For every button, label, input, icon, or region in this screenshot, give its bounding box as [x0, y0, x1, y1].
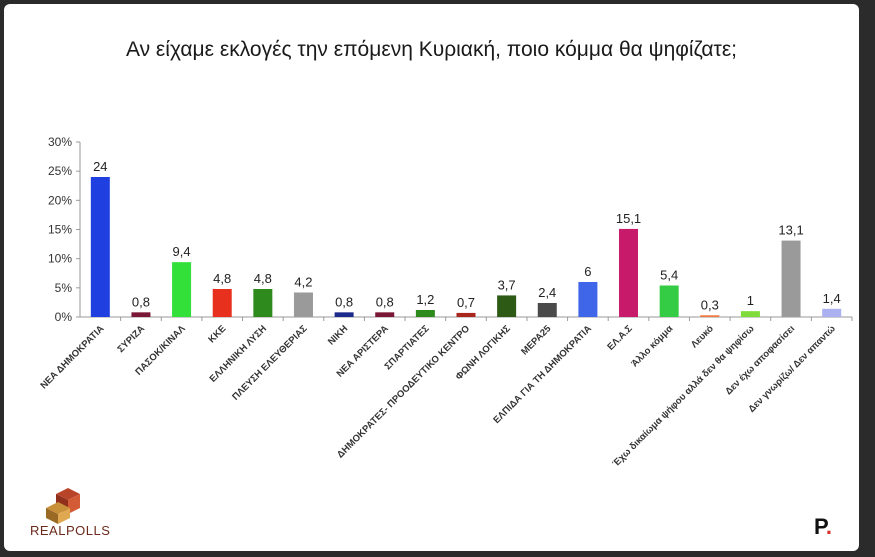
bar — [700, 315, 720, 317]
data-label: 3,7 — [498, 277, 516, 292]
category-label: ΕΛ.Α.Σ — [605, 323, 635, 353]
bar — [172, 262, 192, 317]
data-label: 0,8 — [376, 294, 394, 309]
bar — [415, 310, 435, 317]
realpolls-logo-text: REALPOLLS — [30, 523, 111, 538]
data-label: 5,4 — [660, 268, 678, 283]
data-label: 0,7 — [457, 295, 475, 310]
data-label: 9,4 — [173, 244, 191, 259]
category-label: ΣΥΡΙΖΑ — [115, 323, 147, 355]
chart-title: Αν είχαμε εκλογές την επόμενη Κυριακή, π… — [125, 38, 738, 61]
data-label: 0,3 — [701, 297, 719, 312]
bar — [497, 295, 517, 317]
y-tick-label: 20% — [48, 193, 72, 207]
data-label: 1,4 — [823, 291, 841, 306]
category-label: ΠΛΕΥΣΗ ΕΛΕΥΘΕΡΙΑΣ — [230, 323, 310, 403]
bar — [781, 240, 801, 317]
bar — [537, 303, 557, 317]
data-label: 15,1 — [616, 211, 641, 226]
category-label: ΝΕΑ ΔΗΜΟΚΡΑΤΙΑ — [38, 323, 106, 391]
realpolls-logo-icon — [46, 488, 80, 524]
category-label: Δεν έχω αποφασίσει — [723, 323, 797, 397]
bar — [740, 311, 760, 317]
data-label: 0,8 — [335, 294, 353, 309]
data-label: 4,8 — [213, 271, 231, 286]
bar — [578, 282, 598, 317]
data-label: 24 — [93, 159, 107, 174]
category-label: Άλλο κόμμα — [629, 323, 675, 369]
y-tick-label: 15% — [48, 223, 72, 237]
category-label: ΜΕΡΑ25 — [519, 323, 554, 358]
category-label: ΚΚΕ — [206, 323, 228, 345]
publisher-logo-dot: . — [825, 514, 832, 539]
category-label: Λευκό — [689, 323, 716, 350]
data-label: 4,2 — [294, 275, 312, 290]
y-tick-label: 5% — [55, 281, 73, 295]
category-label: Δεν γνωρίζω/ Δεν απαντώ — [746, 323, 838, 415]
data-label: 1,2 — [416, 292, 434, 307]
data-label: 4,8 — [254, 271, 272, 286]
bar — [131, 312, 151, 317]
bar — [90, 177, 110, 317]
data-label: 6 — [584, 264, 591, 279]
y-tick-label: 30% — [48, 135, 72, 149]
bar — [659, 285, 679, 317]
data-label: 0,8 — [132, 294, 150, 309]
bar — [293, 292, 313, 317]
bar — [334, 312, 354, 317]
chart-slide: Αν είχαμε εκλογές την επόμενη Κυριακή, π… — [4, 4, 859, 551]
bar — [456, 312, 476, 317]
category-label: Έχω δικαίωμα ψήφου αλλά δεν θα ψηφίσω — [611, 323, 757, 469]
bar — [822, 308, 842, 317]
y-tick-label: 25% — [48, 164, 72, 178]
publisher-logo: P. — [814, 514, 832, 540]
category-label: ΝΙΚΗ — [326, 323, 350, 347]
publisher-logo-letter: P — [814, 514, 826, 539]
y-tick-label: 0% — [55, 310, 73, 324]
data-label: 2,4 — [538, 285, 556, 300]
data-label: 13,1 — [778, 223, 803, 238]
bar — [253, 289, 273, 317]
y-tick-label: 10% — [48, 252, 72, 266]
bar — [375, 312, 395, 317]
bar — [619, 228, 639, 317]
data-label: 1 — [747, 293, 754, 308]
bar — [212, 289, 232, 317]
bar-chart: 0% 5% 10% 15% 20% 25% 30% 24 ΝΕΑ ΔΗΜΟΚΡΑΤΙΑ 0,8 ΣΥ… — [38, 135, 853, 469]
